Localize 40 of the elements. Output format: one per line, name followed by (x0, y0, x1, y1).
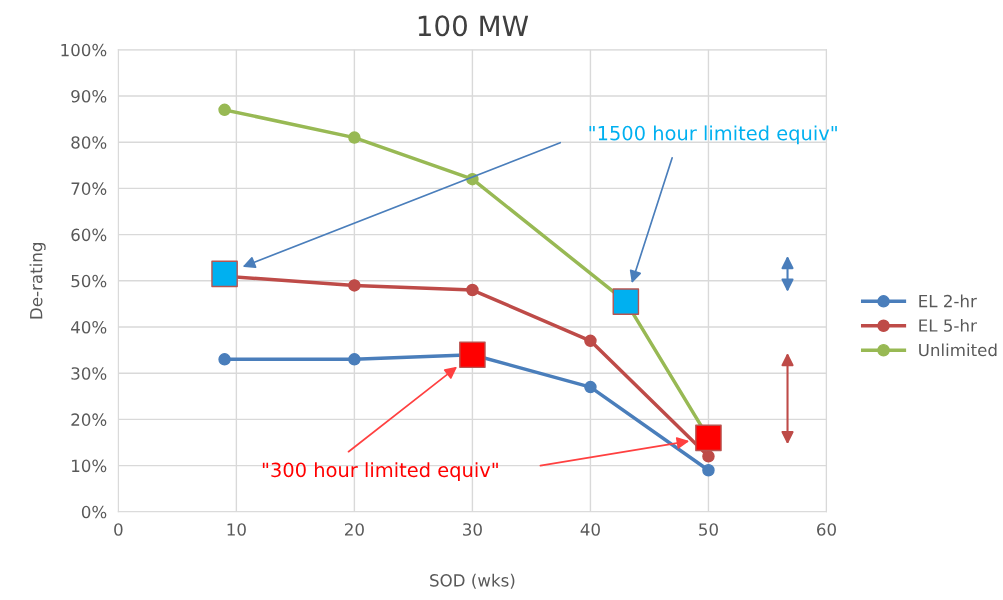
point (348, 279, 361, 292)
point (584, 334, 597, 348)
point (612, 288, 640, 315)
point (211, 260, 238, 288)
point (348, 353, 361, 366)
y-tick-label: 20% (71, 413, 107, 426)
y-axis-title: De-rating (29, 243, 46, 319)
y-tick-label: 30% (71, 367, 107, 380)
point (218, 353, 231, 366)
point (584, 380, 597, 394)
x-tick-label: 30 (463, 523, 482, 536)
x-tick-label: 0 (114, 523, 123, 536)
legend-label: EL 2-hr (919, 294, 977, 308)
point (695, 424, 722, 452)
point (702, 450, 715, 463)
point (702, 463, 715, 477)
annotation: "1500 hour limited equiv" (589, 125, 837, 145)
y-tick-label: 70% (71, 182, 107, 195)
x-tick-label: 50 (699, 523, 718, 536)
point (459, 341, 486, 369)
x-tick-label: 10 (227, 523, 246, 536)
x-axis-title: SOD (wks) (430, 573, 515, 589)
chart-title: 100 MW (418, 15, 529, 37)
x-tick-label: 60 (817, 523, 836, 536)
legend-label: EL 5-hr (919, 318, 977, 332)
point (348, 131, 361, 144)
y-tick-label: 0% (81, 505, 107, 519)
point (218, 103, 231, 117)
y-tick-label: 10% (72, 459, 107, 473)
point (466, 283, 479, 297)
y-tick-label: 100% (61, 43, 107, 57)
legend-label: Unlimited (919, 343, 997, 357)
y-tick-label: 60% (71, 228, 107, 242)
x-tick-label: 40 (580, 523, 600, 536)
y-tick-label: 40% (71, 320, 107, 334)
y-tick-label: 90% (71, 89, 107, 103)
y-tick-label: 80% (71, 136, 107, 149)
y-tick-label: 50% (71, 274, 107, 288)
annotation: "300 hour limited equiv" (262, 462, 498, 482)
x-tick-label: 20 (345, 523, 364, 536)
